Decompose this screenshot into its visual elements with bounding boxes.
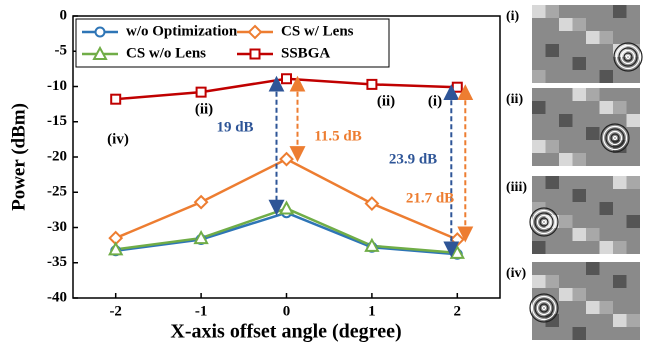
y-tick-label: -30 xyxy=(47,219,67,235)
panel-cell xyxy=(532,5,546,18)
panel-cell xyxy=(546,140,560,153)
x-tick-label: 0 xyxy=(283,303,291,319)
panel-cell xyxy=(627,215,641,228)
legend-marker xyxy=(251,50,260,59)
annotation: (ii) xyxy=(195,101,213,117)
panel-cell xyxy=(600,31,614,44)
point xyxy=(282,74,291,83)
panel-cell xyxy=(573,18,587,31)
annotation: 23.9 dB xyxy=(389,151,437,167)
pattern-image xyxy=(532,88,640,166)
panel-cell xyxy=(613,314,627,327)
panel-cell xyxy=(532,275,546,288)
panel-cell xyxy=(627,114,641,127)
panel-cell xyxy=(559,114,573,127)
panel-label: (i) xyxy=(506,9,520,24)
panel-label: (ii) xyxy=(506,92,523,107)
panel-cell xyxy=(559,153,573,166)
panel-cell xyxy=(559,288,573,301)
pattern-image xyxy=(530,176,640,254)
panel-cell xyxy=(573,189,587,202)
legend-marker xyxy=(96,28,105,37)
point xyxy=(453,83,462,92)
point xyxy=(195,196,207,208)
annotation: (i) xyxy=(428,93,442,109)
annotation: (iv) xyxy=(107,131,129,147)
panel-cell xyxy=(573,288,587,301)
panel-cell xyxy=(546,176,560,189)
chart: X-axis offset angle (degree) Power (dBm)… xyxy=(0,0,646,350)
panel-cell xyxy=(573,228,587,241)
annotation: 11.5 dB xyxy=(314,128,362,144)
y-tick-label: 0 xyxy=(60,7,68,23)
point xyxy=(281,202,293,213)
x-tick-label: 2 xyxy=(454,303,462,319)
pattern-image xyxy=(532,5,642,83)
panel-cell xyxy=(573,327,587,340)
annotation: (ii) xyxy=(377,93,395,109)
point xyxy=(367,80,376,89)
panel-cell xyxy=(613,275,627,288)
annotation: 19 dB xyxy=(216,119,253,135)
y-tick-label: -15 xyxy=(47,113,67,129)
legend-label: SSBGA xyxy=(281,45,330,61)
panel-cell xyxy=(586,31,600,44)
panel-cell xyxy=(586,262,600,275)
panel-cell xyxy=(627,314,641,327)
panel-label: (iv) xyxy=(506,266,527,281)
legend-label: w/o Optimization xyxy=(126,23,238,39)
y-tick-label: -40 xyxy=(47,289,67,305)
panel-cell xyxy=(600,101,614,114)
panel-cell xyxy=(600,301,614,314)
point xyxy=(111,95,120,104)
panel-cell xyxy=(532,101,546,114)
x-tick-label: -1 xyxy=(195,303,208,319)
y-tick-label: -25 xyxy=(47,184,67,200)
pattern-image xyxy=(530,262,640,340)
y-axis-title: Power (dBm) xyxy=(8,103,29,211)
panel-cell xyxy=(573,153,587,166)
x-tick-label: -2 xyxy=(109,303,122,319)
panel-cell xyxy=(532,70,546,83)
panel-cell xyxy=(573,57,587,70)
panel-cell xyxy=(600,202,614,215)
panel-cell xyxy=(600,70,614,83)
panel-cell xyxy=(586,127,600,140)
y-tick-label: -20 xyxy=(47,148,67,164)
panel-label: (iii) xyxy=(506,180,527,195)
panel-cell xyxy=(573,88,587,101)
y-tick-label: -5 xyxy=(55,43,68,59)
panel-cell xyxy=(546,5,560,18)
point xyxy=(197,88,206,97)
panel-cell xyxy=(546,275,560,288)
y-tick-label: -35 xyxy=(47,254,67,270)
legend-label: CS w/ Lens xyxy=(281,23,354,39)
panel-cell xyxy=(559,18,573,31)
panel-cell xyxy=(586,301,600,314)
panel-cell xyxy=(546,44,560,57)
y-tick-label: -10 xyxy=(47,78,67,94)
point xyxy=(281,153,293,165)
panel-cell xyxy=(613,241,627,254)
panel-cell xyxy=(627,176,641,189)
panel-cell xyxy=(532,241,546,254)
panel-cell xyxy=(532,140,546,153)
x-axis-title: X-axis offset angle (degree) xyxy=(170,321,401,343)
annotation: 21.7 dB xyxy=(406,190,454,206)
panel-cell xyxy=(586,88,600,101)
point xyxy=(366,198,378,210)
point xyxy=(451,233,463,245)
panel-cell xyxy=(613,176,627,189)
legend-label: CS w/o Lens xyxy=(126,45,206,61)
x-tick-label: 1 xyxy=(368,303,376,319)
panel-cell xyxy=(586,228,600,241)
panel-cell xyxy=(613,5,627,18)
panel-cell xyxy=(600,241,614,254)
panel-cell xyxy=(613,101,627,114)
panel-cell xyxy=(559,215,573,228)
